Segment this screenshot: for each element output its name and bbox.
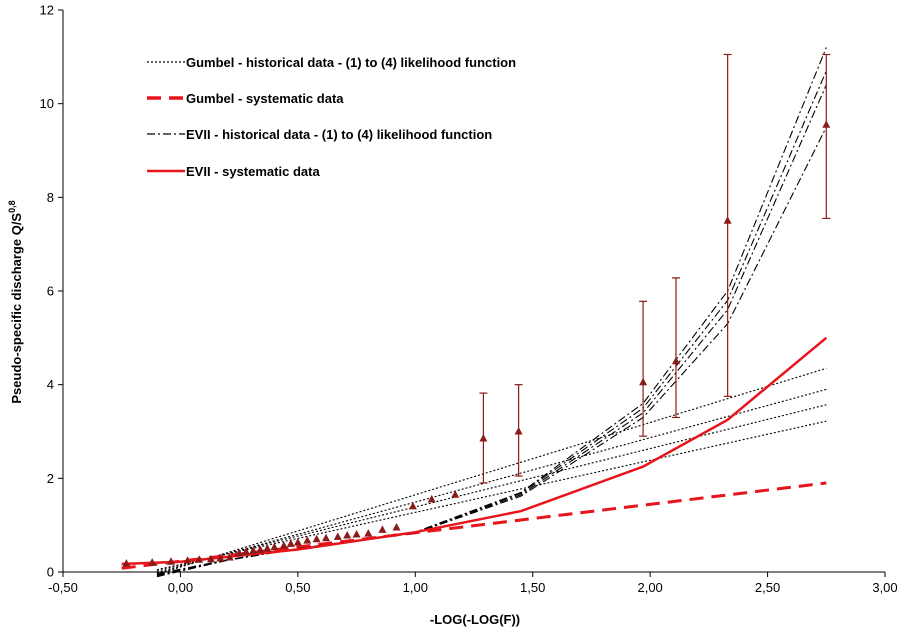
series-evii_hist_3 (156, 84, 827, 576)
y-axis-label-superscript: 0,8 (7, 200, 17, 213)
observation-point (408, 501, 417, 510)
observation-point (195, 555, 204, 563)
observation-point (303, 536, 312, 544)
observation-point (183, 556, 192, 564)
legend-label-gumbel-systematic: Gumbel - systematic data (186, 91, 344, 106)
series-gumbel_hist_1 (156, 367, 827, 575)
observation-point (242, 547, 251, 555)
observation-markers (122, 120, 831, 567)
observation-point (256, 545, 265, 553)
observation-point (514, 427, 523, 435)
observation-point (378, 525, 387, 533)
observation-point (235, 548, 244, 557)
legend-label-gumbel-historical: Gumbel - historical data - (1) to (4) li… (186, 55, 516, 70)
observation-point (312, 534, 321, 543)
x-tick-label: 0,50 (285, 580, 310, 595)
series-gumbel_hist_3 (156, 404, 827, 572)
observation-point (822, 120, 831, 128)
observation-point (216, 553, 225, 562)
observation-point (167, 557, 175, 565)
y-tick-label: 6 (47, 284, 54, 299)
x-tick-label: 1,00 (403, 580, 428, 595)
y-tick-label: 2 (47, 471, 54, 486)
y-tick-label: 10 (40, 96, 54, 111)
x-tick-label: 3,00 (872, 580, 897, 595)
observation-point (451, 490, 460, 498)
observation-point (286, 539, 295, 547)
x-tick-label: -0,50 (48, 580, 78, 595)
series-evii_syst (121, 336, 828, 566)
y-ticks: 0 2 4 6 8 10 12 (40, 3, 63, 580)
series-evii_hist_4 (156, 126, 827, 575)
y-tick-label: 4 (47, 377, 54, 392)
observation-point (672, 356, 680, 365)
series-gumbel_hist_2 (156, 388, 827, 574)
legend: Gumbel - historical data - (1) to (4) li… (147, 55, 516, 179)
observation-point (293, 538, 302, 546)
y-tick-label: 12 (40, 3, 54, 18)
observation-point (249, 546, 258, 554)
observation-point (263, 544, 272, 552)
observation-point (322, 533, 330, 542)
observation-point (207, 554, 215, 563)
observation-point (392, 523, 401, 531)
observation-point (122, 559, 131, 567)
error-bars (479, 53, 831, 484)
observation-point (364, 529, 373, 537)
observation-point (333, 532, 342, 540)
series-evii_hist_2 (156, 70, 827, 577)
observation-point (270, 542, 279, 551)
observation-point (343, 531, 352, 539)
observation-point (427, 494, 436, 503)
observation-point (148, 558, 157, 566)
observation-point (639, 377, 648, 386)
legend-label-evii-systematic: EVII - systematic data (186, 164, 320, 179)
y-axis-label-main: Pseudo-specific discharge Q/S (9, 213, 24, 404)
x-tick-label: 1,50 (520, 580, 545, 595)
series-gumbel_hist_4 (156, 420, 827, 571)
x-tick-label: 2,50 (755, 580, 780, 595)
x-axis-label: -LOG(-LOG(F)) (430, 612, 520, 627)
y-tick-label: 0 (47, 565, 54, 580)
observation-point (479, 434, 488, 442)
y-tick-label: 8 (47, 190, 54, 205)
y-axis-label: Pseudo-specific discharge Q/S0,8 (7, 200, 24, 403)
x-ticks: -0,50 0,00 0,50 1,00 1,50 2,00 2,50 3,00 (48, 572, 898, 595)
x-tick-label: 2,00 (637, 580, 662, 595)
observation-point (723, 216, 732, 224)
x-tick-label: 0,00 (168, 580, 193, 595)
observation-point (279, 541, 288, 549)
observation-point (352, 530, 361, 538)
series-gumbel_syst (121, 481, 827, 570)
legend-label-evii-historical: EVII - historical data - (1) to (4) like… (186, 127, 492, 142)
observation-point (225, 553, 234, 561)
